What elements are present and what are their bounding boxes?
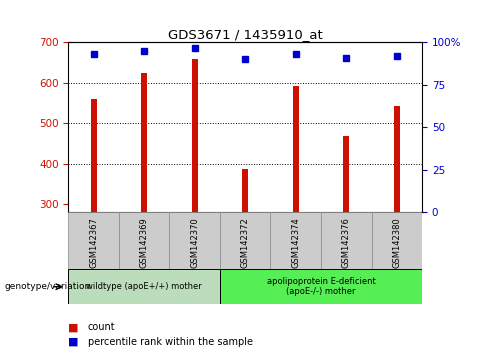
- Bar: [192, 59, 198, 212]
- Text: GSM142380: GSM142380: [392, 217, 401, 268]
- Bar: [220, 269, 422, 304]
- Bar: [394, 107, 400, 212]
- Text: count: count: [88, 322, 116, 332]
- Bar: [169, 212, 220, 269]
- Text: GSM142372: GSM142372: [241, 217, 250, 268]
- Bar: [68, 212, 119, 269]
- Bar: [220, 212, 270, 269]
- Title: GDS3671 / 1435910_at: GDS3671 / 1435910_at: [168, 28, 323, 41]
- Text: wildtype (apoE+/+) mother: wildtype (apoE+/+) mother: [86, 282, 202, 291]
- Text: GSM142369: GSM142369: [140, 217, 149, 268]
- Bar: [270, 212, 321, 269]
- Bar: [321, 212, 371, 269]
- Text: GSM142374: GSM142374: [291, 217, 300, 268]
- Text: GSM142370: GSM142370: [190, 217, 199, 268]
- Bar: [242, 169, 248, 212]
- Bar: [371, 212, 422, 269]
- Text: percentile rank within the sample: percentile rank within the sample: [88, 337, 253, 347]
- Text: ■: ■: [68, 337, 79, 347]
- Bar: [68, 269, 220, 304]
- Text: GSM142376: GSM142376: [342, 217, 351, 268]
- Bar: [119, 212, 169, 269]
- Text: apolipoprotein E-deficient
(apoE-/-) mother: apolipoprotein E-deficient (apoE-/-) mot…: [266, 277, 375, 296]
- Text: ■: ■: [68, 322, 79, 332]
- Bar: [343, 136, 349, 212]
- Text: GSM142367: GSM142367: [89, 217, 98, 268]
- Text: genotype/variation: genotype/variation: [5, 282, 91, 291]
- Bar: [141, 73, 147, 212]
- Bar: [91, 99, 97, 212]
- Bar: [293, 86, 299, 212]
